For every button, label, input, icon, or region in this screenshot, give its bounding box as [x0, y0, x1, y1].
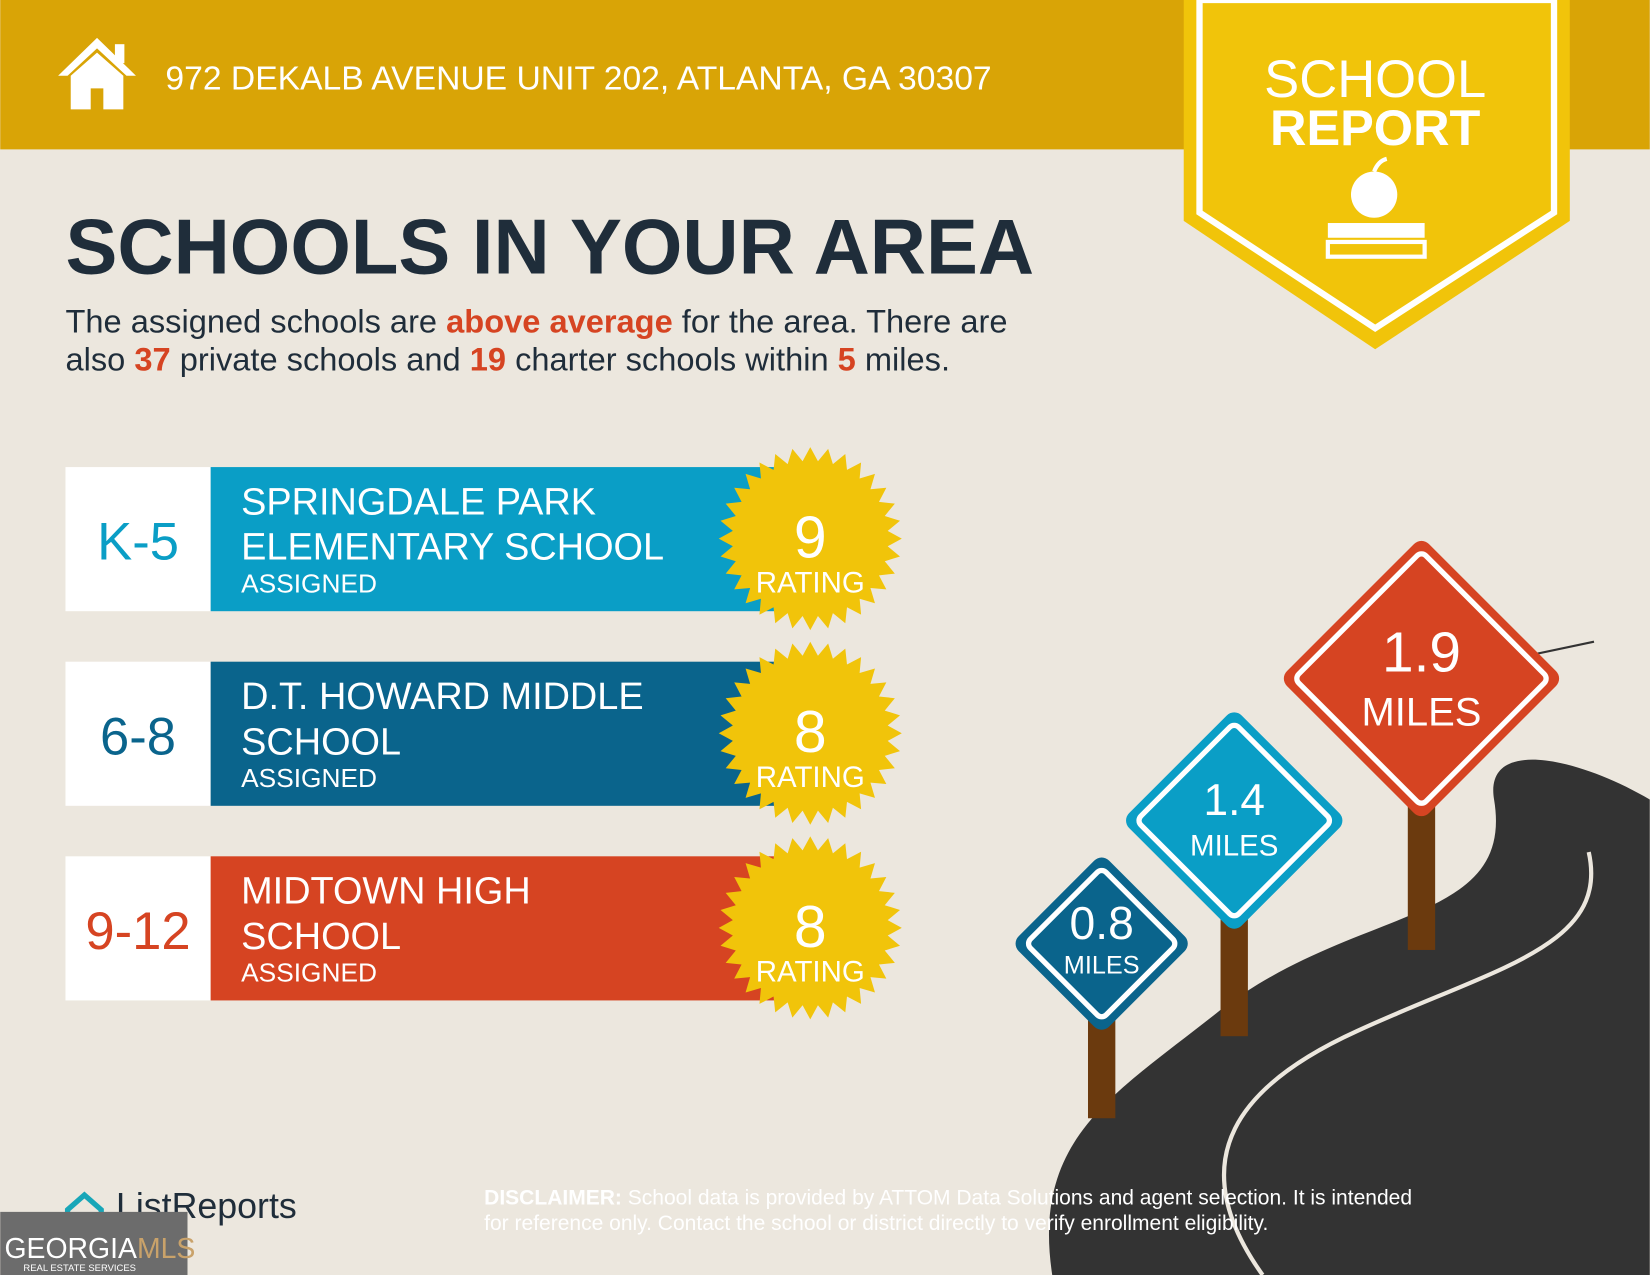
- sign-board: [1283, 540, 1560, 817]
- rating-seal: [718, 641, 902, 825]
- sign-distance: 1.4: [1204, 776, 1265, 825]
- text: for the area. There are: [673, 302, 1008, 339]
- text: MLS: [137, 1233, 195, 1265]
- school-bar: [210, 467, 779, 612]
- school-name: ELEMENTARY SCHOOL: [241, 527, 664, 569]
- highlight: 5: [838, 340, 856, 377]
- sign-board: [1126, 712, 1343, 929]
- mls-sub: REAL ESTATE SERVICES: [23, 1263, 136, 1274]
- sign-border: [1294, 551, 1549, 806]
- rating-seal: [718, 447, 902, 631]
- sign-border: [1025, 867, 1178, 1020]
- status: ASSIGNED: [241, 568, 377, 598]
- grades: 6-8: [100, 707, 176, 766]
- rating-label: RATING: [756, 955, 865, 988]
- rating: 8: [794, 895, 827, 960]
- grades: K-5: [97, 513, 179, 572]
- text: miles.: [856, 340, 950, 377]
- rating-label: RATING: [756, 566, 865, 599]
- school-name: D.T. HOWARD MIDDLE: [241, 676, 643, 718]
- mls-a: GEORGIAMLS: [4, 1233, 195, 1265]
- sign-unit: MILES: [1361, 691, 1481, 735]
- sign-unit: MILES: [1190, 830, 1278, 863]
- badge-line1: SCHOOL: [1264, 50, 1486, 109]
- disclaimer-line2: for reference only. Contact the school o…: [484, 1212, 1268, 1235]
- grades: 9-12: [85, 902, 190, 961]
- sign-board: [1015, 857, 1188, 1030]
- disclaimer-label: DISCLAIMER:: [484, 1187, 622, 1210]
- school-bar: [210, 856, 779, 1001]
- highlight: above average: [446, 302, 673, 339]
- status: ASSIGNED: [241, 957, 377, 987]
- intro-line2: also 37 private schools and 19 charter s…: [65, 340, 950, 377]
- highlight: 37: [134, 340, 170, 377]
- sign-distance: 0.8: [1070, 897, 1134, 949]
- intro-line1: The assigned schools are above average f…: [65, 302, 1007, 339]
- grade-box: [65, 661, 211, 806]
- text: The assigned schools are: [65, 302, 446, 339]
- sign-border: [1136, 722, 1333, 919]
- text: also: [65, 340, 134, 377]
- address: 972 DEKALB AVENUE UNIT 202, ATLANTA, GA …: [165, 60, 991, 97]
- badge: SCHOOL REPORT: [1183, 0, 1570, 350]
- heading: SCHOOLS IN YOUR AREA: [65, 205, 1034, 291]
- mls-logo: GEORGIAMLS REAL ESTATE SERVICES: [0, 1211, 195, 1275]
- grade-box: [65, 856, 211, 1001]
- text: charter schools within: [506, 340, 838, 377]
- school-name: MIDTOWN HIGH: [241, 871, 531, 913]
- text: GEORGIA: [4, 1233, 137, 1265]
- badge-line2: REPORT: [1270, 99, 1481, 156]
- rating: 8: [794, 700, 827, 765]
- school-bar: [210, 661, 779, 806]
- rating: 9: [794, 506, 827, 571]
- rating-seal: [718, 836, 902, 1020]
- text: private schools and: [171, 340, 470, 377]
- rating-label: RATING: [756, 761, 865, 794]
- sign-unit: MILES: [1064, 951, 1140, 979]
- school-name: SCHOOL: [241, 916, 401, 958]
- disclaimer-text: School data is provided by ATTOM Data So…: [622, 1187, 1412, 1210]
- disclaimer-line1: DISCLAIMER: School data is provided by A…: [484, 1187, 1412, 1210]
- highlight: 19: [470, 340, 506, 377]
- school-name: SCHOOL: [241, 721, 401, 763]
- school-name: SPRINGDALE PARK: [241, 481, 596, 523]
- sign-distance: 1.9: [1382, 621, 1461, 684]
- grade-box: [65, 467, 211, 612]
- status: ASSIGNED: [241, 763, 377, 793]
- home-icon: [58, 37, 136, 110]
